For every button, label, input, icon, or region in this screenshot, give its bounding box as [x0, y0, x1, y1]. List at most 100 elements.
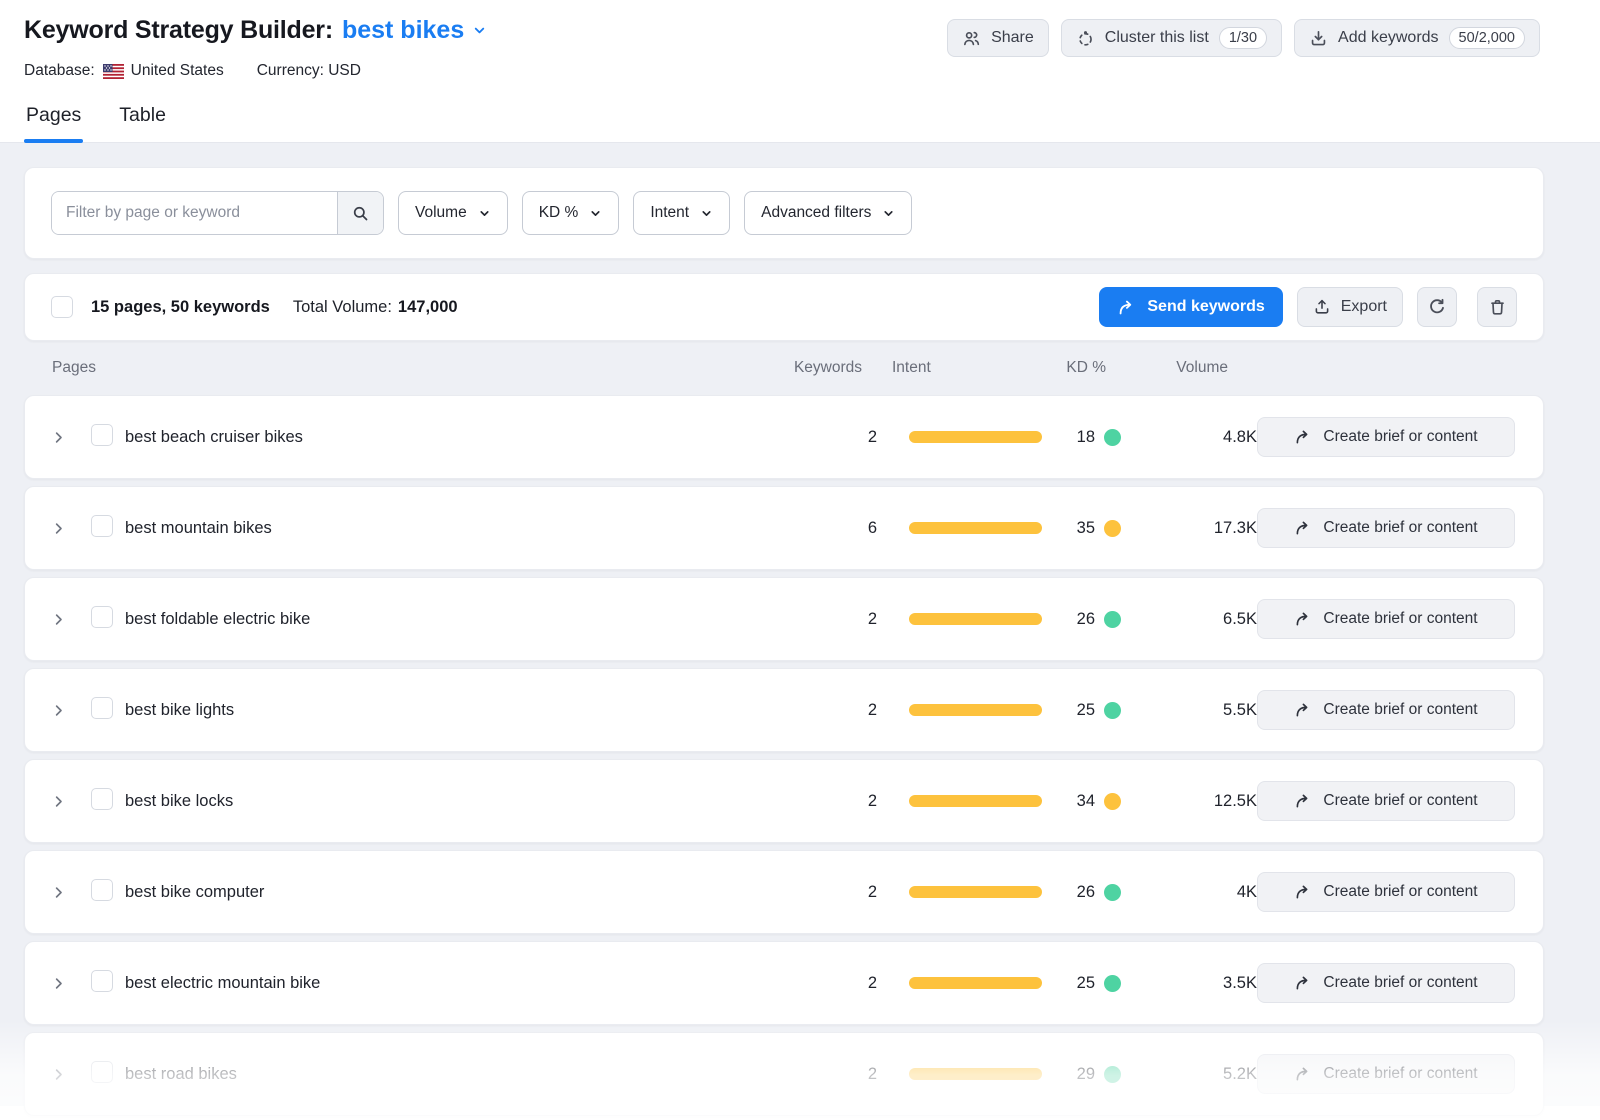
- expand-row-button[interactable]: [47, 972, 70, 995]
- table-row[interactable]: best foldable electric bike 2 26 6.5K Cr…: [24, 577, 1544, 661]
- chevron-right-icon: [51, 430, 66, 445]
- row-checkbox[interactable]: [91, 696, 113, 719]
- create-brief-label: Create brief or content: [1323, 883, 1478, 900]
- advanced-filters-dropdown[interactable]: Advanced filters: [744, 191, 913, 235]
- forward-arrow-icon: [1294, 792, 1312, 810]
- volume-filter-dropdown[interactable]: Volume: [398, 191, 508, 235]
- add-keywords-label: Add keywords: [1338, 29, 1439, 46]
- create-brief-label: Create brief or content: [1323, 428, 1478, 445]
- create-brief-label: Create brief or content: [1323, 519, 1478, 536]
- refresh-button[interactable]: [1417, 287, 1457, 327]
- kd-dot: [1104, 701, 1121, 719]
- expand-row-button[interactable]: [47, 608, 70, 631]
- kd-value: 18: [1076, 427, 1095, 446]
- table-row[interactable]: best bike computer 2 26 4K Create brief …: [24, 850, 1544, 934]
- create-brief-button[interactable]: Create brief or content: [1257, 690, 1515, 730]
- page-name: best bike locks: [125, 791, 234, 810]
- row-checkbox[interactable]: [91, 1060, 113, 1083]
- table-header-row: Pages Keywords Intent KD % Volume: [24, 341, 1544, 395]
- kd-dot: [1104, 519, 1121, 537]
- delete-button[interactable]: [1477, 287, 1517, 327]
- create-brief-button[interactable]: Create brief or content: [1257, 417, 1515, 457]
- cluster-list-button[interactable]: Cluster this list 1/30: [1060, 19, 1283, 57]
- create-brief-label: Create brief or content: [1323, 610, 1478, 627]
- table-row[interactable]: best mountain bikes 6 35 17.3K Create br…: [24, 486, 1544, 570]
- chevron-right-icon: [51, 794, 66, 809]
- chevron-down-icon: [478, 207, 491, 220]
- search-button[interactable]: [337, 192, 383, 234]
- share-label: Share: [991, 29, 1034, 46]
- forward-arrow-icon: [1294, 974, 1312, 992]
- create-brief-label: Create brief or content: [1323, 701, 1478, 718]
- page-name: best beach cruiser bikes: [125, 427, 303, 446]
- kd-filter-label: KD %: [538, 204, 579, 221]
- table-row[interactable]: best electric mountain bike 2 25 3.5K Cr…: [24, 941, 1544, 1025]
- row-checkbox[interactable]: [91, 605, 113, 628]
- table-row[interactable]: best bike locks 2 34 12.5K Create brief …: [24, 759, 1544, 843]
- column-header-volume: Volume: [1176, 359, 1228, 376]
- page-title: Keyword Strategy Builder:: [24, 16, 333, 44]
- row-checkbox[interactable]: [91, 969, 113, 992]
- column-header-kd: KD %: [1066, 359, 1106, 376]
- row-checkbox[interactable]: [91, 878, 113, 901]
- us-flag-icon: [102, 63, 124, 79]
- create-brief-label: Create brief or content: [1323, 792, 1478, 809]
- list-name: best bikes: [341, 16, 465, 44]
- main-content: Volume KD % Intent Advanced filters: [0, 143, 1600, 1116]
- volume-value: 5.5K: [1223, 700, 1257, 719]
- select-all-checkbox[interactable]: [51, 296, 73, 318]
- kd-value: 34: [1076, 791, 1095, 810]
- kd-dot: [1104, 1065, 1121, 1083]
- expand-row-button[interactable]: [47, 1063, 70, 1086]
- keywords-count: 2: [867, 427, 877, 446]
- chevron-right-icon: [51, 976, 66, 991]
- intent-filter-label: Intent: [650, 204, 690, 221]
- keywords-count: 2: [867, 973, 877, 992]
- kd-value: 25: [1076, 973, 1095, 992]
- volume-value: 4K: [1236, 882, 1257, 901]
- share-button[interactable]: Share: [947, 19, 1049, 57]
- table-row[interactable]: best beach cruiser bikes 2 18 4.8K Creat…: [24, 395, 1544, 479]
- chevron-down-icon: [472, 23, 487, 38]
- expand-row-button[interactable]: [47, 426, 70, 449]
- expand-row-button[interactable]: [47, 517, 70, 540]
- expand-row-button[interactable]: [47, 790, 70, 813]
- database-value: United States: [130, 62, 224, 79]
- table-row[interactable]: best bike lights 2 25 5.5K Create brief …: [24, 668, 1544, 752]
- expand-row-button[interactable]: [47, 699, 70, 722]
- expand-row-button[interactable]: [47, 881, 70, 904]
- create-brief-button[interactable]: Create brief or content: [1257, 508, 1515, 548]
- create-brief-button[interactable]: Create brief or content: [1257, 599, 1515, 639]
- page-name: best bike computer: [125, 882, 265, 901]
- import-keywords-icon: [1309, 29, 1328, 48]
- trash-icon: [1488, 298, 1507, 317]
- kd-value: 29: [1076, 1064, 1095, 1083]
- export-icon: [1313, 298, 1331, 316]
- search-icon: [351, 204, 370, 223]
- kd-filter-dropdown[interactable]: KD %: [521, 191, 620, 235]
- tab-table[interactable]: Table: [117, 104, 168, 142]
- table-row[interactable]: best road bikes 2 29 5.2K Create brief o…: [24, 1032, 1544, 1116]
- kd-value: 26: [1076, 609, 1095, 628]
- create-brief-button[interactable]: Create brief or content: [1257, 872, 1515, 912]
- export-button[interactable]: Export: [1296, 287, 1403, 327]
- kd-dot: [1104, 792, 1121, 810]
- share-users-icon: [962, 29, 981, 48]
- create-brief-button[interactable]: Create brief or content: [1257, 781, 1515, 821]
- filter-search-input[interactable]: [52, 192, 337, 234]
- send-keywords-button[interactable]: Send keywords: [1099, 287, 1283, 327]
- list-picker[interactable]: best bikes: [342, 16, 487, 45]
- create-brief-button[interactable]: Create brief or content: [1257, 1054, 1515, 1094]
- chevron-right-icon: [51, 703, 66, 718]
- add-keywords-button[interactable]: Add keywords 50/2,000: [1294, 19, 1540, 57]
- forward-arrow-icon: [1294, 428, 1312, 446]
- kd-dot: [1104, 883, 1121, 901]
- intent-filter-dropdown[interactable]: Intent: [633, 191, 731, 235]
- row-checkbox[interactable]: [91, 787, 113, 810]
- create-brief-button[interactable]: Create brief or content: [1257, 963, 1515, 1003]
- row-checkbox[interactable]: [91, 423, 113, 446]
- row-checkbox[interactable]: [91, 514, 113, 537]
- intent-bar: [909, 704, 1042, 716]
- forward-arrow-icon: [1294, 1065, 1312, 1083]
- tab-pages[interactable]: Pages: [24, 104, 84, 143]
